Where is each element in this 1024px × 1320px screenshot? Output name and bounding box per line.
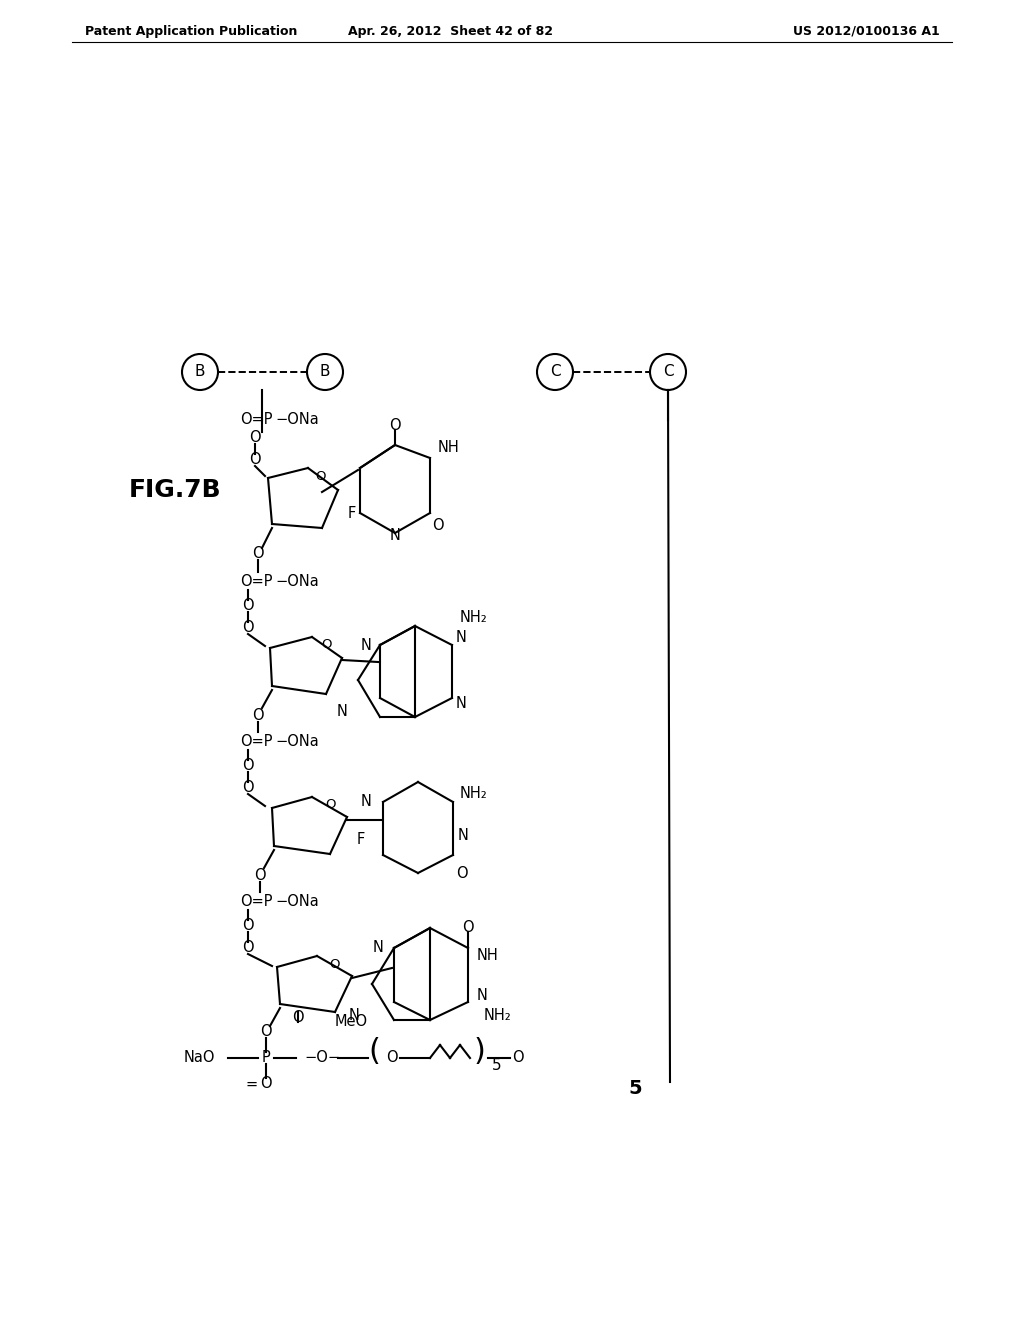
Text: O: O	[314, 470, 326, 483]
Text: NaO: NaO	[183, 1051, 215, 1065]
Text: O: O	[330, 957, 340, 970]
Text: C: C	[550, 364, 560, 380]
Text: US 2012/0100136 A1: US 2012/0100136 A1	[794, 25, 940, 38]
Text: O: O	[389, 417, 400, 433]
Text: O: O	[321, 639, 331, 652]
Text: O: O	[243, 780, 254, 796]
Text: N: N	[373, 940, 384, 956]
Text: O: O	[254, 867, 266, 883]
Text: O: O	[456, 866, 468, 880]
Text: ): )	[474, 1038, 486, 1067]
Text: FIG.7B: FIG.7B	[129, 478, 221, 502]
Text: O: O	[260, 1077, 271, 1092]
Text: −ONa: −ONa	[275, 574, 318, 590]
Text: O: O	[243, 940, 254, 956]
Text: MeO: MeO	[335, 1015, 368, 1030]
Text: B: B	[195, 364, 205, 380]
Text: O: O	[386, 1051, 397, 1065]
Text: O=P: O=P	[240, 574, 272, 590]
Text: O: O	[462, 920, 474, 935]
Text: NH: NH	[477, 949, 499, 964]
Text: (: (	[368, 1038, 380, 1067]
Text: O: O	[252, 708, 264, 722]
Text: O: O	[512, 1051, 524, 1065]
Text: O: O	[243, 620, 254, 635]
Text: −ONa: −ONa	[275, 412, 318, 428]
Text: O: O	[260, 1024, 271, 1040]
Text: −O−: −O−	[304, 1051, 340, 1065]
Text: NH₂: NH₂	[460, 785, 487, 800]
Text: N: N	[456, 631, 467, 645]
Text: O: O	[249, 430, 261, 446]
Text: F: F	[357, 833, 366, 847]
Text: B: B	[319, 364, 331, 380]
Text: N: N	[456, 696, 467, 710]
Text: N: N	[337, 705, 348, 719]
Text: 5: 5	[628, 1078, 642, 1097]
Text: N: N	[361, 795, 372, 809]
Text: NH₂: NH₂	[484, 1008, 512, 1023]
Text: =: =	[246, 1077, 258, 1092]
Text: O=P: O=P	[240, 734, 272, 750]
Text: O: O	[292, 1010, 304, 1024]
Text: O: O	[243, 759, 254, 774]
Text: N: N	[389, 528, 400, 543]
Text: O: O	[243, 598, 254, 614]
Text: NH: NH	[438, 440, 460, 454]
Text: C: C	[663, 364, 674, 380]
Text: 5: 5	[492, 1057, 502, 1072]
Text: O: O	[243, 919, 254, 933]
Text: O: O	[432, 517, 443, 532]
Text: O: O	[249, 453, 261, 467]
Text: O=P: O=P	[240, 895, 272, 909]
Text: N: N	[458, 829, 469, 843]
Text: F: F	[348, 507, 356, 521]
Text: Patent Application Publication: Patent Application Publication	[85, 25, 297, 38]
Text: NH₂: NH₂	[460, 610, 487, 624]
Text: P: P	[261, 1051, 270, 1065]
Text: N: N	[349, 1008, 360, 1023]
Text: O: O	[252, 546, 264, 561]
Text: Apr. 26, 2012  Sheet 42 of 82: Apr. 26, 2012 Sheet 42 of 82	[347, 25, 553, 38]
Text: O=P: O=P	[240, 412, 272, 428]
Text: O: O	[325, 799, 335, 812]
Text: −ONa: −ONa	[275, 734, 318, 750]
Text: N: N	[477, 989, 487, 1003]
Text: −ONa: −ONa	[275, 895, 318, 909]
Text: N: N	[361, 638, 372, 652]
